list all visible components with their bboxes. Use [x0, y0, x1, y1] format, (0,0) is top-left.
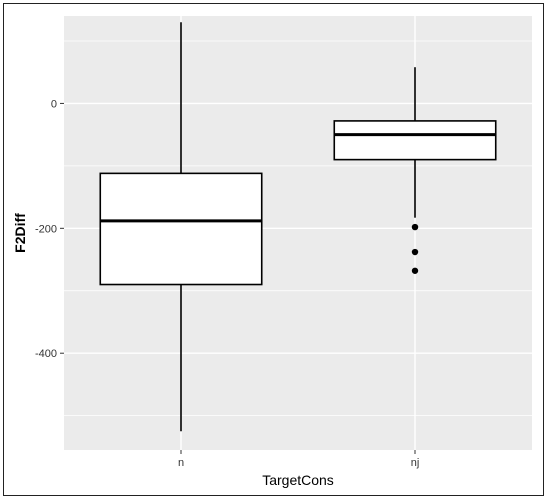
- iqr-box: [99, 172, 263, 286]
- x-axis-title: TargetCons: [262, 472, 334, 488]
- outlier-point: [411, 223, 419, 231]
- outlier-point: [411, 267, 419, 274]
- y-axis-ticks: 0 -200 -400: [35, 98, 64, 360]
- x-tick-label: n: [178, 457, 184, 469]
- y-axis-title: F2Diff: [12, 213, 28, 253]
- outlier-point: [411, 248, 419, 256]
- x-axis-ticks: n nj: [178, 450, 419, 469]
- box-n: [99, 22, 263, 432]
- y-tick-label: -400: [35, 348, 57, 360]
- y-tick-label: 0: [51, 98, 57, 110]
- x-tick-label: nj: [411, 457, 420, 469]
- iqr-box: [333, 120, 497, 161]
- box-nj: [333, 67, 497, 274]
- box-series: [99, 22, 497, 432]
- y-tick-label: -200: [35, 223, 57, 235]
